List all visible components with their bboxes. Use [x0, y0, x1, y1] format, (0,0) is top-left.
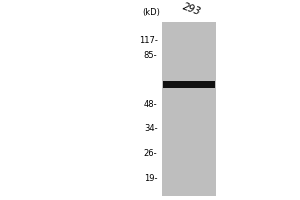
Text: 85-: 85-: [144, 51, 158, 60]
Text: 48-: 48-: [144, 100, 158, 109]
Bar: [162, 22, 216, 196]
Text: 19-: 19-: [144, 174, 158, 183]
Text: 26-: 26-: [144, 149, 158, 158]
Bar: [163, 81, 215, 88]
Text: (kD): (kD): [142, 8, 160, 17]
Text: 117-: 117-: [139, 36, 158, 45]
Text: 34-: 34-: [144, 124, 158, 133]
Text: 293: 293: [182, 2, 203, 17]
